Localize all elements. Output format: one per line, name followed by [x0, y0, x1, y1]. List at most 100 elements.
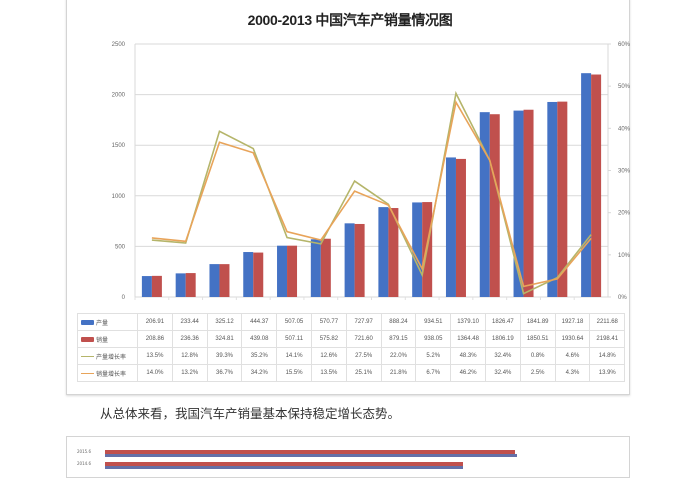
bar-销量 — [557, 101, 568, 297]
table-cell: 2.5% — [519, 364, 556, 382]
bar-产量 — [209, 264, 220, 297]
table-cell: 1930.64 — [554, 330, 591, 348]
table-cell: 325.12 — [206, 313, 243, 331]
right-tick-label: 50% — [618, 84, 631, 90]
table-cell: 1379.10 — [450, 313, 486, 331]
table-cell: 34.2% — [241, 364, 278, 382]
table-cell: 4.3% — [554, 364, 591, 382]
x-axis-ticks: 2000200120022003200420052006200720082009… — [134, 297, 575, 300]
right-tick-label: 20% — [618, 211, 631, 217]
body-paragraph: 从总体来看，我国汽车产销量基本保持稳定增长态势。 — [100, 406, 401, 421]
table-cell: 206.91 — [137, 313, 173, 331]
table-cell: 13.2% — [171, 364, 208, 382]
bar-产量 — [479, 112, 490, 297]
bar-series — [141, 73, 602, 298]
table-cell: 12.6% — [310, 347, 347, 365]
bar-销量 — [185, 273, 196, 297]
table-cell: 6.7% — [415, 364, 452, 382]
left-tick-label: 1000 — [112, 194, 126, 200]
bar-产量 — [378, 207, 389, 297]
right-axis-ticks: 0% 10% 20% 30% 40% 50% 60% — [608, 42, 631, 300]
right-tick-label: 30% — [618, 169, 631, 175]
right-tick-label: 40% — [618, 126, 631, 132]
left-tick-label: 2000 — [112, 93, 126, 99]
bar-销量 — [591, 74, 602, 297]
table-cell: 324.81 — [206, 330, 243, 348]
table-cell: 5.2% — [415, 347, 452, 365]
chart-title: 2000-2013 中国汽车产销量情况图 — [247, 12, 453, 28]
table-cell: 48.3% — [450, 347, 486, 365]
hbar-blue — [105, 454, 517, 457]
table-cell: 13.5% — [310, 364, 347, 382]
line-series — [151, 90, 592, 295]
table-cell: 938.05 — [415, 330, 452, 348]
bar-销量 — [287, 245, 298, 297]
table-cell: 879.15 — [380, 330, 417, 348]
hbar-red — [105, 450, 515, 455]
table-row: 销量 208.86 236.36 324.81 439.08 507.11 575.82 72… — [77, 330, 626, 348]
table-cell: 439.08 — [241, 330, 278, 348]
table-cell: 236.36 — [171, 330, 208, 348]
bar-产量 — [412, 202, 423, 297]
legend-bar-swatch — [81, 320, 94, 326]
bar-产量 — [141, 276, 152, 297]
bar-销量 — [388, 208, 399, 297]
right-tick-label: 10% — [618, 253, 631, 259]
line-产量增长率 — [151, 90, 592, 295]
table-cell: 2198.41 — [589, 330, 626, 348]
table-cell: 2211.68 — [589, 313, 626, 331]
bar-销量 — [151, 275, 162, 297]
table-cell: 1364.48 — [450, 330, 486, 348]
left-tick-label: 2500 — [112, 42, 126, 48]
bar-产量 — [581, 73, 592, 298]
right-tick-label: 60% — [618, 42, 631, 48]
table-cell: 507.11 — [276, 330, 312, 348]
table-row: 产量 206.91 233.44 325.12 444.37 507.05 570.77 72… — [77, 313, 626, 331]
legend-line-swatch — [81, 373, 94, 375]
bar-销量 — [523, 109, 534, 297]
bar-产量 — [175, 273, 186, 297]
table-cell: 27.5% — [345, 347, 382, 365]
bar-销量 — [354, 223, 365, 297]
left-axis-ticks: 0 500 1000 1500 2000 2500 — [112, 42, 126, 300]
left-tick-label: 0 — [122, 295, 126, 300]
table-cell: 727.97 — [345, 313, 382, 331]
table-cell: 1826.47 — [484, 313, 521, 331]
table-cell: 233.44 — [171, 313, 208, 331]
bar-label: 2014.6 — [77, 461, 91, 466]
table-cell: 21.8% — [380, 364, 417, 382]
table-cell: 888.24 — [380, 313, 417, 331]
bar-销量 — [253, 252, 264, 297]
bar-label: 2015.6 — [77, 449, 91, 454]
table-cell: 570.77 — [310, 313, 347, 331]
table-cell: 32.4% — [484, 364, 521, 382]
legend-key: 产量增长率 — [77, 347, 138, 365]
legend-bar-swatch — [81, 337, 94, 343]
legend-line-swatch — [81, 356, 94, 358]
bar-产量 — [513, 110, 524, 297]
table-cell: 934.51 — [415, 313, 452, 331]
table-cell: 12.8% — [171, 347, 208, 365]
table-cell: 1927.18 — [554, 313, 591, 331]
table-cell: 36.7% — [206, 364, 243, 382]
table-cell: 1850.51 — [519, 330, 556, 348]
table-cell: 14.1% — [276, 347, 312, 365]
legend-key: 销量 — [77, 330, 138, 348]
left-tick-label: 500 — [115, 244, 126, 250]
bar-销量 — [455, 158, 466, 297]
data-table: 产量 206.91 233.44 325.12 444.37 507.05 570.77 72… — [77, 313, 626, 382]
table-cell: 444.37 — [241, 313, 278, 331]
table-cell: 0.8% — [519, 347, 556, 365]
table-cell: 39.3% — [206, 347, 243, 365]
table-row: 产量增长率 13.5% 12.8% 39.3% 35.2% 14.1% 12.6% 27.5%… — [77, 347, 626, 365]
line-销量增长率 — [151, 99, 592, 288]
gridlines — [134, 43, 609, 298]
bar-产量 — [445, 157, 456, 297]
table-cell: 507.05 — [276, 313, 312, 331]
table-cell: 1841.89 — [519, 313, 556, 331]
hbar-blue — [105, 466, 463, 469]
table-cell: 208.86 — [137, 330, 173, 348]
bar-产量 — [344, 223, 355, 297]
right-tick-label: 0% — [618, 295, 627, 300]
legend-key: 产量 — [77, 313, 138, 331]
